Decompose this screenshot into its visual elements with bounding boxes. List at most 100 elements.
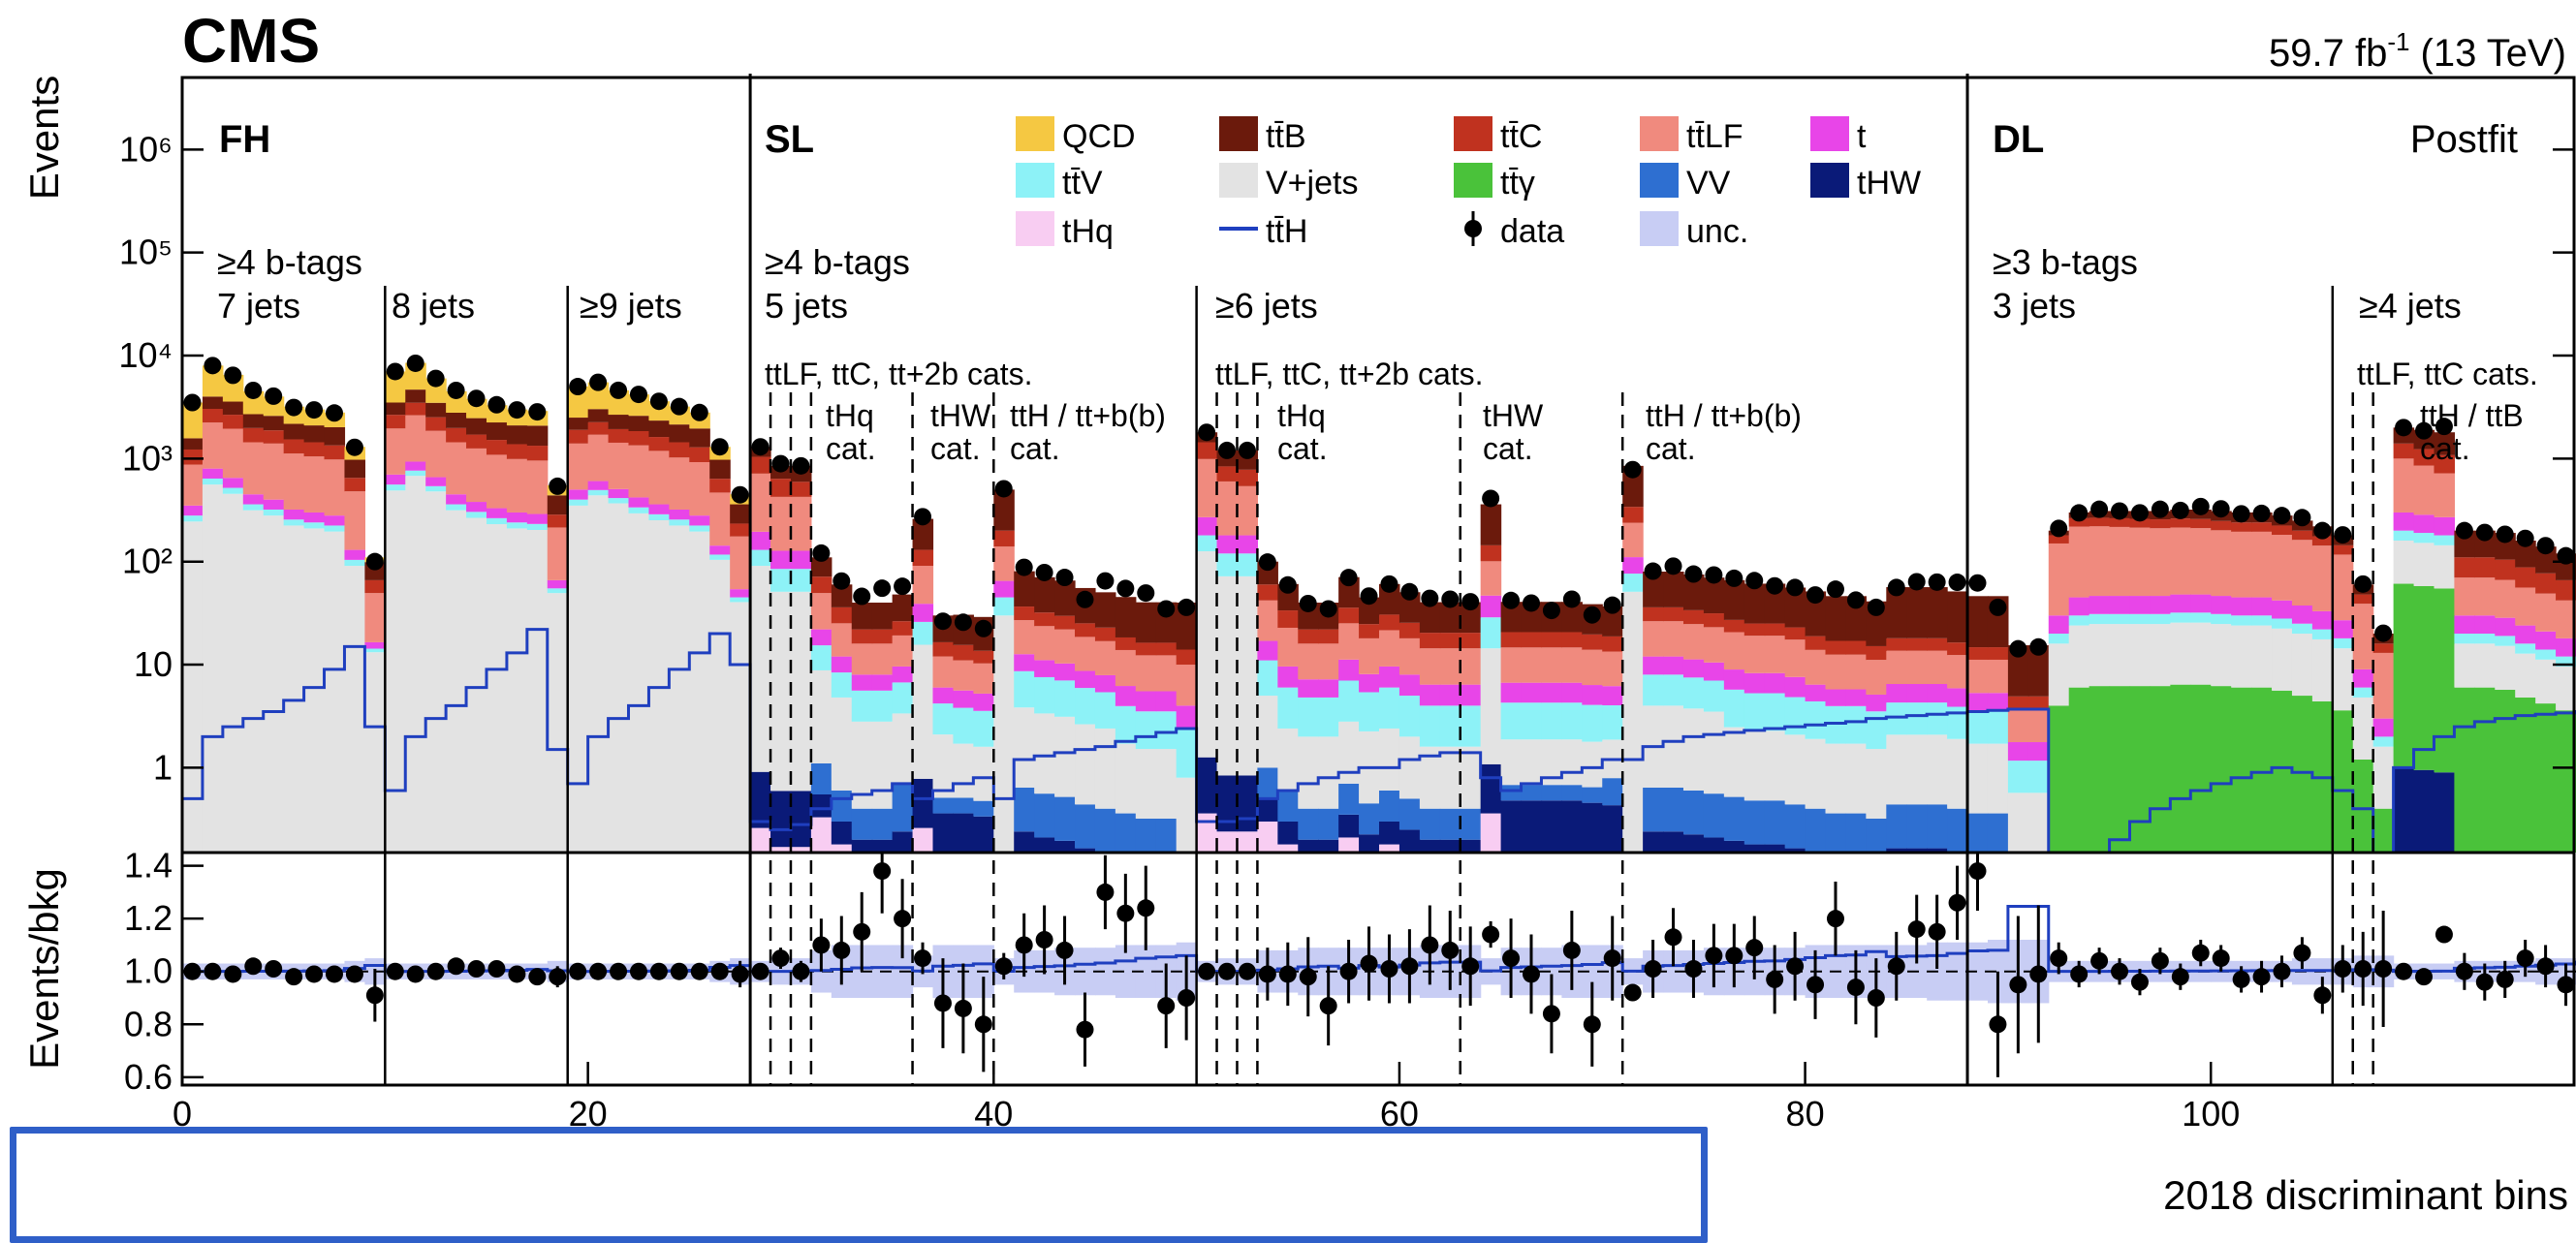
stack-bar-ttC-82	[1845, 640, 1867, 655]
stack-bar-ttB-60	[1398, 592, 1421, 623]
stack-bar-ttV-10	[385, 484, 406, 491]
data-point-66	[1522, 594, 1540, 612]
stack-bar-ttC-85	[1906, 637, 1928, 651]
stack-bar-ttV-8	[344, 559, 365, 567]
y-tick-label-4: 10⁴	[118, 335, 173, 375]
stack-bar-V+jets-31	[810, 669, 832, 763]
stack-bar-ttC-41	[1014, 606, 1035, 621]
data-point-89	[1989, 598, 2007, 616]
unc-band-67	[1541, 948, 1562, 996]
stack-bar-ttV-2	[222, 487, 244, 494]
stack-bar-ttC-33	[851, 629, 873, 644]
stack-bar-t-72	[1643, 656, 1664, 675]
stack-bar-ttLF-6	[303, 456, 326, 513]
stack-bar-ttLF-48	[1155, 655, 1178, 692]
ratio-frame	[180, 851, 2576, 1087]
stack-bar-V+jets-29	[770, 591, 792, 792]
legend-entry-12: data	[1464, 211, 1564, 250]
stack-bar-ttV-30	[790, 569, 812, 592]
data-point-104	[2293, 509, 2311, 527]
stack-bar-ttLF-35	[892, 635, 914, 667]
stack-bar-ttB-74	[1682, 574, 1705, 610]
data-point-59	[1380, 575, 1398, 593]
data-point-97	[2151, 500, 2169, 518]
stack-bar-ttB-40	[993, 489, 1015, 531]
ratio-panel	[182, 853, 2576, 1077]
stack-bar-ttC-86	[1927, 637, 1948, 651]
stack-bar-ttC-19	[567, 429, 589, 444]
stack-bar-ttC-81	[1825, 640, 1847, 655]
stack-bar-ttC-40	[993, 530, 1015, 547]
stack-bar-ttV-0	[182, 515, 204, 522]
stack-bar-ttLF-114	[2495, 579, 2516, 618]
ratio-point-106	[2334, 960, 2352, 978]
legend-swatch-5	[1016, 163, 1054, 198]
ratio-point-24	[670, 962, 688, 980]
stack-bar-ttV-91	[2027, 761, 2050, 793]
data-point-32	[832, 572, 851, 590]
legend-entry-1: tt̄B	[1219, 116, 1306, 155]
sl6-thw-cat-label: cat.	[1483, 431, 1533, 466]
stack-bar-ttLF-33	[851, 643, 873, 675]
stack-bar-tHW-70	[1602, 805, 1623, 853]
stack-bar-ttLF-65	[1500, 647, 1523, 683]
data-point-91	[2029, 637, 2048, 656]
region-sl-label: SL	[765, 118, 814, 161]
data-point-106	[2334, 526, 2352, 544]
data-point-65	[1502, 591, 1521, 609]
stack-bar-tHW-85	[1906, 848, 1928, 853]
stack-bar-ttC-18	[547, 514, 569, 528]
stack-bar-tHW-56	[1318, 839, 1339, 853]
stack-bar-ttC-49	[1176, 649, 1198, 666]
stack-bar-ttV-86	[1927, 702, 1948, 735]
stack-bar-t-53	[1257, 640, 1278, 661]
data-point-72	[1644, 562, 1662, 580]
stack-bar-QCD-0	[182, 402, 204, 439]
stack-bar-VV-68	[1561, 785, 1583, 801]
data-point-42	[1035, 563, 1053, 581]
stack-bar-ttC-91	[2027, 696, 2050, 709]
ratio-point-17	[528, 968, 547, 986]
stack-bar-tHW-73	[1663, 831, 1684, 853]
stack-bar-ttV-109	[2393, 530, 2415, 541]
stack-bar-V+jets-53	[1257, 696, 1278, 768]
stack-bar-ttB-33	[851, 603, 873, 630]
stack-bar-V+jets-57	[1338, 721, 1360, 784]
stack-bar-ttC-34	[871, 629, 894, 644]
stack-bar-V+jets-59	[1379, 728, 1400, 791]
stack-bar-t-47	[1135, 691, 1157, 712]
stack-bar-t-81	[1825, 689, 1847, 706]
stack-bar-t-38	[953, 690, 974, 708]
ratio-point-43	[1055, 941, 1074, 959]
stack-bar-ttC-115	[2515, 567, 2536, 588]
ratio-y-tick-label-2: 1.0	[124, 951, 173, 991]
stack-bar-ttB-57	[1338, 576, 1360, 608]
stack-bar-VV-62	[1439, 808, 1461, 840]
ratio-point-5	[285, 968, 303, 986]
stack-bar-V+jets-17	[526, 529, 549, 853]
stack-bar-ttB-86	[1927, 587, 1948, 638]
stack-bar-V+jets-44	[1075, 724, 1096, 805]
stack-bar-VV-37	[932, 797, 955, 814]
ratio-point-71	[1623, 983, 1642, 1002]
data-point-116	[2536, 537, 2555, 555]
stack-bar-t-89	[1987, 693, 2009, 712]
data-point-34	[873, 579, 892, 598]
stack-bar-ttB-42	[1034, 576, 1055, 613]
stack-bar-VV-34	[871, 808, 894, 840]
unc-band-69	[1582, 945, 1603, 998]
stack-bar-ttC-52	[1237, 469, 1259, 486]
stack-bar-V+jets-45	[1094, 728, 1116, 809]
stack-bar-ttLF-63	[1460, 648, 1482, 685]
legend-label-11: tt̄H	[1266, 213, 1307, 250]
ratio-point-112	[2455, 962, 2473, 980]
stack-bar-ttLF-43	[1054, 629, 1076, 664]
stack-bar-V+jets-100	[2211, 624, 2232, 687]
stack-bar-tHW-72	[1643, 831, 1664, 853]
data-point-11	[406, 354, 424, 372]
ratio-point-11	[406, 965, 424, 983]
ratio-point-38	[954, 999, 972, 1017]
stack-bar-VV-43	[1054, 796, 1076, 841]
stack-bar-VV-83	[1866, 819, 1887, 853]
stack-bar-ttV-70	[1602, 704, 1623, 740]
